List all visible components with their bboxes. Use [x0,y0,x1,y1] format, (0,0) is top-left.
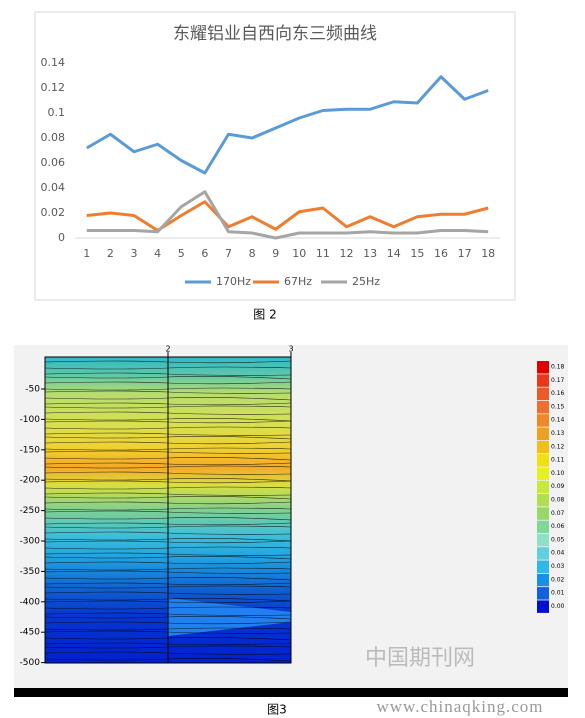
x-tick-label: 9 [272,247,279,260]
x-tick-label: 2 [107,247,114,260]
y-tick-label: -100 [20,415,41,425]
y-tick-label: -500 [20,658,41,668]
colorbar-label: 0.17 [551,377,565,384]
x-tick-label: 13 [363,247,377,260]
x-tick-label: 11 [316,247,330,260]
y-tick-label: 0.02 [41,206,66,219]
colorbar-label: 0.05 [551,536,565,543]
x-tick-label: 6 [201,247,208,260]
colorbar-label: 0.03 [551,563,565,570]
y-tick-label: -50 [25,385,40,395]
colorbar-cell [537,440,549,454]
x-tick-label: 10 [292,247,306,260]
contour-patch [168,598,291,636]
y-tick-label: -350 [20,567,41,577]
colorbar-cell [537,414,549,427]
colorbar-cell [537,520,549,534]
colorbar-cell [537,400,549,414]
series-line [86,190,489,240]
colorbar-label: 0.06 [551,523,565,530]
colorbar-cell [537,560,549,573]
x-tick-label: 14 [387,247,401,260]
colorbar-cell [537,507,549,520]
colorbar-cell [537,387,549,401]
watermark-url: www.chinaqking.com [376,697,543,716]
x-tick-label: 8 [249,247,256,260]
y-tick-label: 0.12 [41,81,66,94]
colorbar-cell [537,587,549,600]
colorbar-label: 0.04 [551,550,565,557]
x-tick-label: 5 [178,247,185,260]
colorbar-label: 0.07 [551,510,565,517]
colorbar-label: 0.13 [551,430,565,437]
y-tick-label: -250 [20,506,41,516]
x-tick-label: 1 [83,247,90,260]
colorbar-cell [537,600,549,613]
y-tick-label: 0.08 [41,131,66,144]
legend-label: 25Hz [352,275,380,288]
colorbar-label: 0.16 [551,390,565,397]
watermark: 中国期刊网 [365,645,475,670]
colorbar-label: 0.00 [551,603,565,610]
colorbar-label: 0.11 [551,457,565,464]
colorbar-cell [537,374,549,387]
x-tick-label: 12 [340,247,354,260]
colorbar-cell [537,494,549,507]
legend-label: 170Hz [216,275,251,288]
colorbar-label: 0.12 [551,443,565,450]
y-tick-label: 0.1 [48,106,66,119]
x-tick-label: 15 [410,247,424,260]
x-tick-label: 17 [458,247,472,260]
black-bar [14,688,568,697]
colorbar-cell [537,361,549,374]
chart-title: 东耀铝业自西向东三频曲线 [173,24,377,43]
y-tick-label: -150 [20,445,41,455]
caption: 图3 [267,703,287,717]
chart-frame [34,11,516,301]
y-tick-label: -200 [20,476,41,486]
y-tick-label: 0.06 [41,156,66,169]
x-tick-label: 7 [225,247,232,260]
colorbar-label: 0.01 [551,590,565,597]
series-line [86,75,489,175]
colorbar-cell [537,573,549,587]
colorbar-label: 0.10 [551,470,565,477]
y-tick-label: -400 [20,597,41,607]
colorbar-cell [537,480,549,494]
x-tick-label: 16 [434,247,448,260]
colorbar-cell [537,454,549,467]
y-tick-label: -300 [20,537,41,547]
caption: 图 2 [253,308,276,322]
x-tick-label: 3 [288,345,293,354]
colorbar-label: 0.18 [551,364,565,371]
series-line [86,200,489,232]
colorbar-label: 0.14 [551,417,565,424]
colorbar-cell [537,427,549,440]
colorbar-label: 0.02 [551,576,565,583]
x-tick-label: 3 [131,247,138,260]
colorbar-label: 0.09 [551,483,565,490]
colorbar-cell [537,467,549,480]
y-tick-label: -450 [20,628,41,638]
colorbar-cell [537,533,549,547]
y-tick-label: 0.14 [41,56,66,69]
legend-label: 67Hz [284,275,312,288]
y-tick-label: 0.04 [41,181,66,194]
colorbar-cell [537,547,549,560]
x-tick-label: 4 [154,247,161,260]
x-tick-label: 2 [165,345,170,354]
colorbar-label: 0.08 [551,497,565,504]
x-tick-label: 18 [481,247,495,260]
y-tick-label: 0 [58,231,65,244]
colorbar-label: 0.15 [551,403,565,410]
